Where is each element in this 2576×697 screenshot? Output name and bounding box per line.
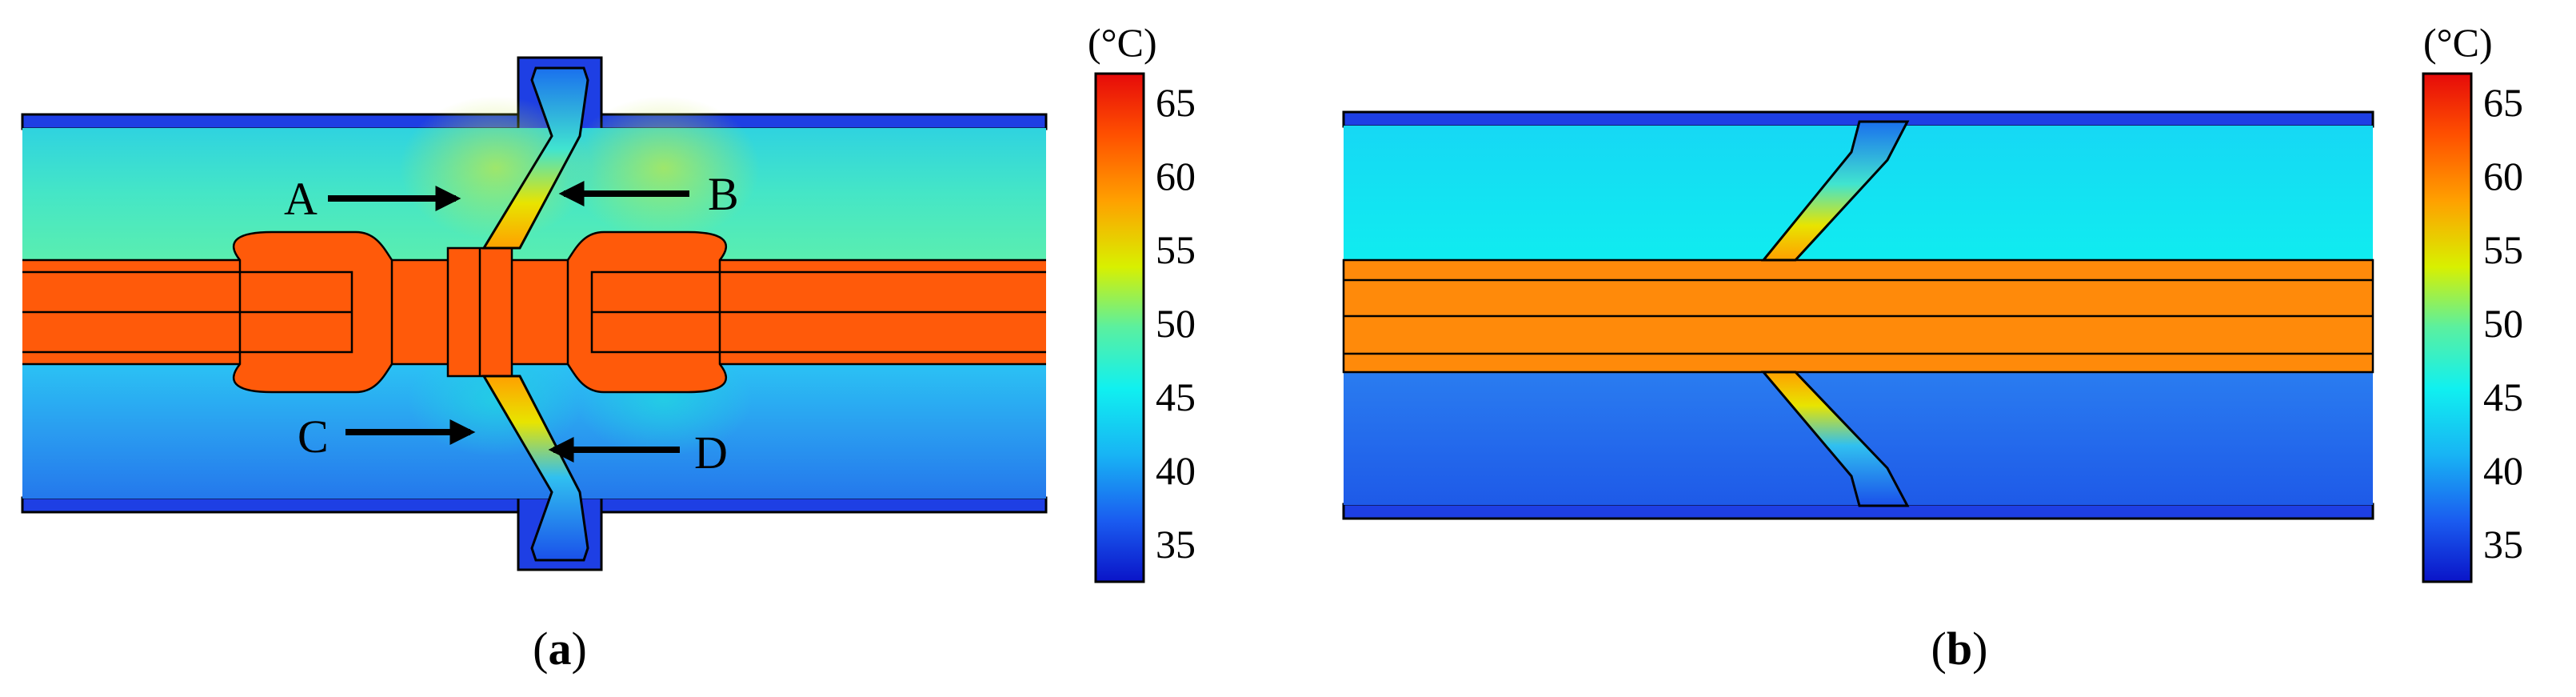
- colorbar-tick: 60: [2483, 154, 2523, 198]
- colorbar-tick: 35: [1156, 522, 1196, 567]
- stress-cone-lower-b: [1760, 371, 1910, 507]
- stress-cone-upper-a: [481, 66, 589, 250]
- annotation-d: D: [548, 427, 728, 479]
- panel-a: A B C D (°C) 65 60 55 50 45 40 3: [21, 20, 1196, 675]
- colorbar-tick: 60: [1156, 154, 1196, 198]
- caption-a: (a): [533, 623, 587, 675]
- sheath-a: [21, 56, 1048, 571]
- colorbar-unit-a: (°C): [1088, 20, 1157, 65]
- colorbar-tick: 50: [2483, 301, 2523, 346]
- colorbar-tick: 55: [2483, 227, 2523, 272]
- colorbar-tick: 65: [2483, 80, 2523, 125]
- svg-text:C: C: [298, 411, 329, 463]
- annotation-c: C: [298, 411, 476, 463]
- stress-cone-upper-b: [1760, 120, 1910, 262]
- colorbar-tick: 35: [2483, 522, 2523, 567]
- caption-b: (b): [1931, 623, 1988, 675]
- colorbar-tick: 55: [1156, 227, 1196, 272]
- colorbar-tick: 40: [2483, 448, 2523, 493]
- conductor-a: [22, 230, 1046, 394]
- svg-text:D: D: [694, 427, 728, 479]
- colorbar-unit-b: (°C): [2423, 20, 2493, 65]
- colorbar-b: (°C) 65 60 55 50 45 40 35: [2422, 20, 2523, 583]
- panel-b: (°C) 65 60 55 50 45 40 35 (b): [1342, 20, 2523, 675]
- annotation-a: A: [284, 173, 461, 225]
- colorbar-a: (°C) 65 60 55 50 45 40 35: [1088, 20, 1196, 583]
- svg-text:B: B: [708, 168, 739, 220]
- colorbar-tick: 65: [1156, 80, 1196, 125]
- annotation-b: B: [558, 168, 739, 220]
- colorbar-tick: 50: [1156, 301, 1196, 346]
- svg-text:A: A: [284, 173, 318, 225]
- conductor-b: [1342, 258, 2374, 374]
- stress-cone-lower-a: [481, 375, 589, 562]
- colorbar-tick: 45: [1156, 375, 1196, 419]
- colorbar-tick: 45: [2483, 375, 2523, 419]
- colorbar-tick: 40: [1156, 448, 1196, 493]
